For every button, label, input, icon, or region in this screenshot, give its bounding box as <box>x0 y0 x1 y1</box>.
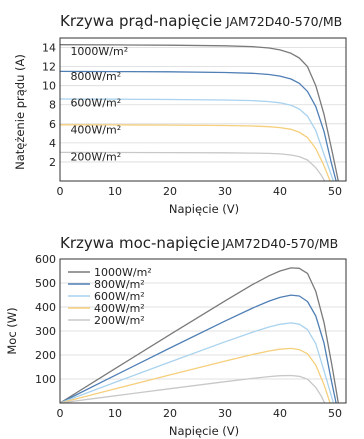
iv-curve-labels: 1000W/m² 800W/m² 600W/m² 400W/m² 200W/m² <box>70 45 128 163</box>
iv-series-line-2 <box>59 98 335 182</box>
iv-y-tick-label-2: 6 <box>49 118 56 131</box>
iv-x-tick-label-0: 0 <box>57 185 64 198</box>
pv-y-tick-label-3: 400 <box>35 301 56 314</box>
pv-series-group <box>59 267 339 404</box>
iv-y-tick-label-5: 12 <box>42 61 56 74</box>
iv-grid <box>60 47 346 163</box>
pv-legend-label-4: 200W/m² <box>94 314 145 327</box>
iv-series-line-4 <box>59 151 326 182</box>
pv-series-line-0 <box>59 267 339 404</box>
iv-curve-label-0: 1000W/m² <box>70 45 128 58</box>
iv-plot-frame <box>59 37 347 182</box>
pv-series-line-4 <box>59 374 326 404</box>
pv-y-axis-label: Moc (W) <box>5 307 19 354</box>
iv-y-tick-label-1: 4 <box>49 137 56 150</box>
iv-y-tick-label-3: 8 <box>49 99 56 112</box>
pv-y-tick-label-4: 500 <box>35 277 56 290</box>
pv-legend-label-3: 400W/m² <box>94 302 145 315</box>
pv-y-tick-label-0: 100 <box>35 373 56 386</box>
pv-x-tick-label-2: 20 <box>163 407 177 420</box>
pv-x-axis-label: Napięcie (V) <box>169 424 239 438</box>
iv-y-tick-label-0: 2 <box>49 156 56 169</box>
iv-curve-label-1: 800W/m² <box>70 70 121 83</box>
pv-legend-label-1: 800W/m² <box>94 278 145 291</box>
iv-series-group <box>59 44 339 182</box>
pv-series-line-3 <box>59 347 331 404</box>
pv-y-tick-label-5: 600 <box>35 253 56 266</box>
iv-y-tick-label-6: 14 <box>42 42 56 55</box>
iv-chart-title: Krzywa prąd-napięcie <box>60 12 222 30</box>
iv-series-line-1 <box>59 70 337 182</box>
iv-x-axis-label: Napięcie (V) <box>169 202 239 216</box>
iv-x-tick-label-5: 50 <box>328 185 342 198</box>
iv-x-tick-label-3: 30 <box>218 185 232 198</box>
iv-chart: Krzywa prąd-napięcie JAM72D40-570/MB 100… <box>13 12 347 216</box>
pv-x-tick-label-0: 0 <box>57 407 64 420</box>
iv-x-ticks: 0 10 20 30 40 50 <box>57 185 343 198</box>
iv-chart-subtitle: JAM72D40-570/MB <box>225 14 342 29</box>
pv-y-tick-label-1: 200 <box>35 349 56 362</box>
pv-y-tick-label-2: 300 <box>35 325 56 338</box>
iv-series-line-3 <box>59 124 331 182</box>
pv-y-ticks: 100 200 300 400 500 600 <box>35 253 56 386</box>
iv-curve-label-2: 600W/m² <box>70 97 121 110</box>
pv-chart-subtitle: JAM72D40-570/MB <box>221 236 338 251</box>
iv-y-tick-label-4: 10 <box>42 80 56 93</box>
pv-x-tick-label-5: 50 <box>328 407 342 420</box>
pv-legend-label-0: 1000W/m² <box>94 266 152 279</box>
pv-x-ticks: 0 10 20 30 40 50 <box>57 407 343 420</box>
iv-x-tick-label-2: 20 <box>163 185 177 198</box>
iv-curve-label-3: 400W/m² <box>70 123 121 136</box>
pv-chart-title: Krzywa moc-napięcie <box>60 234 220 252</box>
iv-x-tick-label-1: 10 <box>108 185 122 198</box>
iv-x-tick-label-4: 40 <box>273 185 287 198</box>
iv-curve-label-4: 200W/m² <box>70 151 121 164</box>
pv-legend-label-2: 600W/m² <box>94 290 145 303</box>
pv-x-tick-label-1: 10 <box>108 407 122 420</box>
iv-series-line-0 <box>59 44 339 182</box>
pv-plot-frame <box>59 258 347 404</box>
iv-y-axis-label: Natężenie prądu (A) <box>13 54 27 170</box>
iv-y-ticks: 2 4 6 8 10 12 14 <box>42 42 56 169</box>
pv-chart: Krzywa moc-napięcie JAM72D40-570/MB 1000… <box>5 234 347 438</box>
pv-x-tick-label-3: 30 <box>218 407 232 420</box>
pv-series-line-2 <box>59 322 335 404</box>
pv-series-line-1 <box>59 294 337 404</box>
pv-x-tick-label-4: 40 <box>273 407 287 420</box>
